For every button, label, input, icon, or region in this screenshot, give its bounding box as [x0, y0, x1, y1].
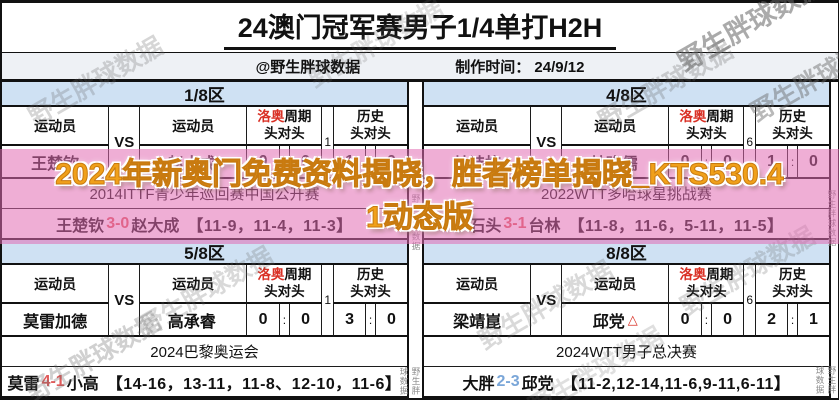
- col-header-history-h2h: 历史 头对头: [756, 265, 829, 304]
- col-header-player-right: 运动员: [140, 107, 248, 146]
- vs-label: VS: [531, 265, 563, 337]
- made-time-date: 24/9/12: [534, 58, 585, 76]
- col-header-player-left: 运动员: [424, 107, 532, 146]
- game-scores: 【11-8，11-6，5-11，11-5】: [568, 217, 784, 235]
- player-left: 王楚钦: [2, 146, 110, 179]
- vs-label: VS: [109, 107, 141, 179]
- event-name: 2022WTT多哈球星挑战赛: [424, 179, 829, 209]
- game-scores: 【11-2,12-14,11-6,9-11,6-11】: [561, 375, 791, 393]
- result-score: 3-0: [106, 214, 130, 232]
- result-score: 2-3: [496, 372, 520, 390]
- col-header-player-right: 运动员: [140, 265, 248, 304]
- event-name: 2024巴黎奥运会: [2, 337, 407, 367]
- match-result: 大胖 2-3 邱党 【11-2,12-14,11-6,9-11,6-11】: [424, 367, 829, 398]
- vertical-watermark: 野生胖球数据: [827, 190, 837, 247]
- cycle-h2h-score: 0:0: [669, 304, 745, 337]
- history-h2h-score: 1:0: [756, 146, 829, 179]
- col-header-player-right: 运动员: [562, 107, 670, 146]
- history-h2h-score: 2:1: [756, 304, 829, 337]
- triangle-mark: △: [627, 311, 638, 327]
- zone-header: 5/8区: [2, 240, 407, 265]
- col-header-history-h2h: 历史 头对头: [334, 107, 407, 146]
- history-h2h-score: 1:0: [334, 146, 407, 179]
- event-name: 2014ITTF青少年巡回赛中国公开赛: [2, 179, 407, 209]
- col-header-player-right: 运动员: [562, 265, 670, 304]
- vertical-watermark: 野生胖球数据: [399, 366, 421, 396]
- cycle-h2h-score: 0:0: [669, 146, 745, 179]
- credit-handle: @野生胖球数据: [255, 58, 361, 76]
- seed-number: 6: [744, 265, 757, 337]
- cycle-red-label: 洛奥: [257, 266, 285, 282]
- title-bar: 24澳门冠军赛男子1/4单打H2H: [2, 3, 838, 52]
- player-left: 梁靖崑: [424, 304, 532, 337]
- player-right: 邱党 △: [562, 304, 670, 337]
- seed-number: 1: [322, 107, 335, 179]
- right-column: 4/8区 运动员 VS 运动员 洛奥周期 头对头 6 历史 头对头 林诗栋 林昀…: [424, 82, 829, 398]
- col-header-player-left: 运动员: [2, 265, 110, 304]
- info-bar: @野生胖球数据 制作时间： 24/9/12: [2, 52, 838, 82]
- quadrants-area: 1/8区 运动员 VS 运动员 洛奥周期 头对头 1 历史 头对头 王楚钦 赵大…: [2, 82, 838, 398]
- vs-label: VS: [109, 265, 141, 337]
- quadrant-1-8: 1/8区 运动员 VS 运动员 洛奥周期 头对头 1 历史 头对头 王楚钦 赵大…: [2, 82, 407, 240]
- cycle-h2h-score: 0:0: [247, 304, 323, 337]
- player-right: 赵大成: [140, 146, 248, 179]
- zone-header: 4/8区: [424, 82, 829, 107]
- game-scores: 【11-9，11-4，11-3】: [187, 217, 353, 235]
- seed-number: 1: [322, 265, 335, 337]
- vs-label: VS: [531, 107, 563, 179]
- col-header-player-left: 运动员: [424, 265, 532, 304]
- made-time-label: 制作时间：: [455, 58, 531, 76]
- vertical-watermark: 野生胖球数据: [411, 194, 421, 251]
- zone-header: 1/8区: [2, 82, 407, 107]
- zone-header: 8/8区: [424, 240, 829, 265]
- col-header-cycle-h2h: 洛奥周期 头对头: [669, 265, 745, 304]
- vertical-watermark: 野生胖球数据: [815, 365, 837, 395]
- player-left: 莫雷加德: [2, 304, 110, 337]
- player-left: 林诗栋: [424, 146, 532, 179]
- cycle-red-label: 洛奥: [679, 108, 707, 124]
- history-h2h-score: 3:0: [334, 304, 407, 337]
- col-header-history-h2h: 历史 头对头: [334, 265, 407, 304]
- made-time: 制作时间： 24/9/12: [455, 56, 584, 77]
- match-result: 王楚钦 3-0 赵大成 【11-9，11-4，11-3】: [2, 209, 407, 240]
- cycle-red-label: 洛奥: [257, 108, 285, 124]
- col-header-player-left: 运动员: [2, 107, 110, 146]
- col-header-history-h2h: 历史 头对头: [756, 107, 829, 146]
- right-edge-strip: 野生胖球数据 野生胖球数据: [815, 82, 838, 398]
- quadrant-8-8: 8/8区 运动员 VS 运动员 洛奥周期 头对头 6 历史 头对头 梁靖崑 邱党…: [424, 240, 829, 398]
- quadrant-4-8: 4/8区 运动员 VS 运动员 洛奥周期 头对头 6 历史 头对头 林诗栋 林昀…: [424, 82, 829, 240]
- left-column: 1/8区 运动员 VS 运动员 洛奥周期 头对头 1 历史 头对头 王楚钦 赵大…: [2, 82, 407, 398]
- result-score: 3-1: [503, 214, 527, 232]
- col-header-cycle-h2h: 洛奥周期 头对头: [247, 265, 323, 304]
- match-result: 莫雷 4-1 小高 【14-16，13-11，11-8、12-10，11-6】: [2, 367, 407, 398]
- player-right: 林昀儒: [562, 146, 670, 179]
- result-score: 4-1: [41, 372, 65, 390]
- event-name: 2024WTT男子总决赛: [424, 337, 829, 367]
- col-header-cycle-h2h: 洛奥周期 头对头: [669, 107, 745, 146]
- quadrant-5-8: 5/8区 运动员 VS 运动员 洛奥周期 头对头 1 历史 头对头 莫雷加德 高…: [2, 240, 407, 398]
- game-scores: 【14-16，13-11，11-8、12-10，11-6】: [106, 375, 402, 393]
- cycle-h2h-score: 0:0: [247, 146, 323, 179]
- cycle-red-label: 洛奥: [679, 266, 707, 282]
- col-header-cycle-h2h: 洛奥周期 头对头: [247, 107, 323, 146]
- center-divider: 野生胖球数据 野生胖球数据: [399, 82, 424, 398]
- seed-number: 6: [744, 107, 757, 179]
- player-right: 高承睿: [140, 304, 248, 337]
- page-title: 24澳门冠军赛男子1/4单打H2H: [223, 6, 617, 50]
- match-result: 石头 3-1 台林 【11-8，11-6，5-11，11-5】: [424, 209, 829, 240]
